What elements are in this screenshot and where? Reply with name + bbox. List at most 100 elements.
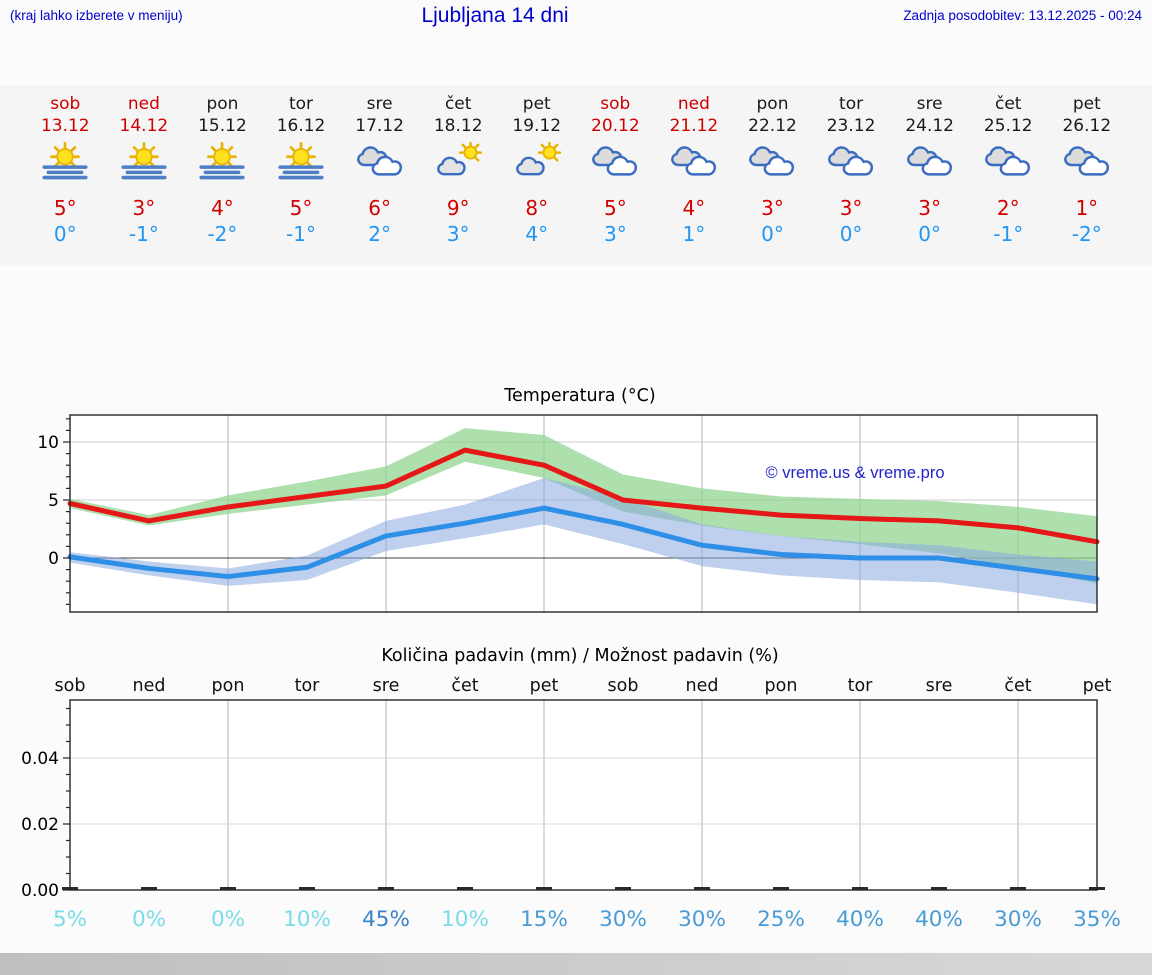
precip-day-label: tor [848, 676, 874, 696]
day-date: 19.12 [512, 116, 562, 136]
day-name: sre [916, 94, 943, 114]
cloudy-icon [1063, 146, 1109, 176]
day-high-temp: 5° [603, 196, 627, 220]
day-high-temp: 5° [289, 196, 313, 220]
forecast-day: pet 26.12 1° -2° [1048, 93, 1127, 247]
day-high-temp: 6° [368, 196, 391, 220]
cloudy-icon [828, 146, 874, 176]
forecast-day: tor 16.12 5° -1° [262, 93, 341, 247]
location-hint: (kraj lahko izberete v meniju) [10, 8, 183, 23]
forecast-day: sre 17.12 6° 2° [340, 93, 419, 247]
cloudy-icon [670, 146, 716, 176]
precip-bar [615, 887, 631, 890]
precip-bar [220, 887, 236, 890]
precip-probability-label: 15% [520, 907, 568, 932]
cloudy-icon [592, 146, 638, 176]
day-low-temp: 2° [368, 222, 391, 246]
day-name: pon [206, 94, 239, 114]
day-low-temp: 1° [682, 222, 706, 246]
day-date: 20.12 [591, 116, 640, 136]
precip-probability-label: 10% [441, 907, 489, 932]
day-date: 25.12 [983, 116, 1033, 136]
precip-bar [773, 887, 789, 890]
precip-day-label: sob [608, 676, 639, 696]
cloudy-icon [356, 146, 402, 176]
forecast-day: sob 20.12 5° 3° [576, 93, 655, 247]
forecast-days: sob 13.12 5° 0° ned 14.12 3° -1° [26, 93, 1126, 247]
day-date: 17.12 [355, 116, 404, 136]
sun-fog-icon [199, 141, 246, 180]
page-bottom-bar [0, 953, 1152, 975]
precip-probability-label: 25% [757, 907, 805, 932]
precip-probability-label: 40% [915, 907, 963, 932]
day-date: 13.12 [40, 116, 90, 136]
last-update: Zadnja posodobitev: 13.12.2025 - 00:24 [903, 8, 1142, 23]
day-date: 26.12 [1062, 116, 1112, 136]
forecast-day: pet 19.12 8° 4° [497, 93, 576, 247]
day-name: pon [756, 94, 789, 114]
day-low-temp: 0° [53, 222, 77, 246]
day-low-temp: -1° [286, 222, 316, 246]
day-low-temp: -1° [993, 222, 1024, 246]
precip-probability-label: 10% [283, 907, 331, 932]
forecast-day: sob 13.12 5° 0° [26, 93, 105, 247]
precip-day-label: pet [530, 676, 559, 696]
precip-probability-label: 0% [132, 907, 166, 932]
day-low-temp: 0° [918, 222, 942, 246]
forecast-day: tor 23.12 3° 0° [812, 93, 891, 247]
partly-sunny-icon [437, 141, 483, 176]
day-high-temp: 4° [211, 196, 234, 220]
precip-day-label: pon [765, 676, 798, 696]
day-low-temp: 4° [525, 222, 549, 246]
temperature-chart: 0 5 10 © vreme.us & vreme.pro [37, 414, 1100, 613]
precip-day-label: pon [212, 676, 245, 696]
day-date: 22.12 [748, 116, 797, 136]
svg-text:0.04: 0.04 [21, 749, 59, 769]
precip-day-label: sob [55, 676, 86, 696]
sun-fog-icon [278, 141, 324, 180]
precip-probability-label: 0% [211, 907, 245, 932]
forecast-day: ned 14.12 3° -1° [105, 93, 184, 247]
day-name: pet [1072, 94, 1101, 114]
svg-text:0: 0 [48, 549, 59, 569]
day-name: čet [444, 94, 472, 114]
precip-bar [299, 887, 315, 890]
precip-bar [457, 887, 473, 890]
day-name: pet [522, 94, 551, 114]
chart-watermark: © vreme.us & vreme.pro [765, 464, 944, 482]
precip-bar [378, 887, 394, 890]
precip-probability-label: 35% [1073, 907, 1121, 932]
forecast-day: pon 22.12 3° 0° [733, 93, 812, 247]
precip-day-label: ned [133, 676, 166, 696]
forecast-day: pon 15.12 4° -2° [183, 93, 262, 247]
day-low-temp: -2° [1071, 222, 1102, 246]
cloudy-icon [985, 146, 1031, 176]
precip-bar [1010, 887, 1026, 890]
precip-probability-label: 40% [836, 907, 884, 932]
cloudy-icon [749, 146, 795, 176]
precip-bar [536, 887, 552, 890]
precip-probability-label: 45% [362, 907, 410, 932]
day-name: ned [127, 94, 160, 114]
day-name: sre [366, 94, 393, 114]
day-high-temp: 9° [446, 196, 470, 220]
sun-fog-icon [121, 141, 167, 180]
page-title: Ljubljana 14 dni [421, 4, 569, 27]
day-date: 24.12 [905, 116, 954, 136]
day-date: 16.12 [276, 116, 326, 136]
precip-day-label: čet [451, 676, 478, 696]
precip-bar [931, 887, 947, 890]
day-name: ned [677, 94, 710, 114]
day-name: čet [994, 94, 1022, 114]
day-date: 15.12 [198, 116, 247, 136]
day-date: 21.12 [669, 116, 719, 136]
precip-bar [852, 887, 868, 890]
day-high-temp: 2° [996, 196, 1020, 220]
precip-probability-label: 30% [678, 907, 726, 932]
cloudy-icon [906, 146, 952, 176]
day-low-temp: 0° [839, 222, 863, 246]
precip-day-label: tor [295, 676, 321, 696]
temperature-chart-title: Temperatura (°C) [504, 386, 656, 406]
precip-day-label: sre [373, 676, 400, 696]
svg-text:0.02: 0.02 [21, 815, 59, 835]
